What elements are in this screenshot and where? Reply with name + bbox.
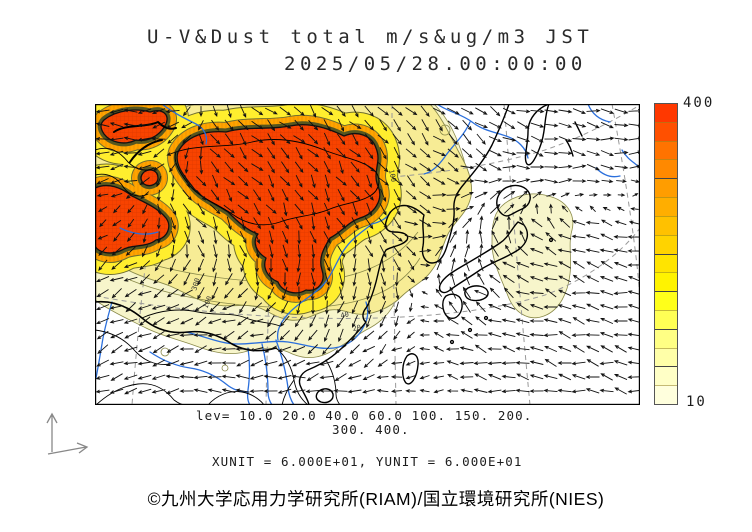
colorbar-segment xyxy=(655,328,677,348)
colorbar-segment xyxy=(655,197,677,216)
taiwan xyxy=(402,353,419,385)
kuril-islands xyxy=(565,121,583,157)
dust-core-contours xyxy=(95,104,402,315)
mainland-coast xyxy=(298,104,510,405)
map-frame xyxy=(95,104,640,405)
dust-shade-japan-patch xyxy=(491,193,574,319)
colorbar-segment xyxy=(655,385,677,404)
wind-vector-field xyxy=(95,104,640,395)
contour-value-label: 40 xyxy=(340,310,350,320)
colorbar-segment xyxy=(655,309,677,329)
contour-levels-line1: lev= 10.0 20.0 40.0 60.0 100. 150. 200. xyxy=(196,408,533,423)
colorbar-segment xyxy=(655,104,677,122)
hainan xyxy=(315,388,334,404)
colorbar-segment xyxy=(655,347,677,367)
contour-value-label: 100 xyxy=(387,169,397,183)
colorbar-segment xyxy=(655,140,677,160)
coastlines xyxy=(298,104,583,405)
hokkaido xyxy=(496,184,531,217)
copyright-line: ©九州大学応用力学研究所(RIAM)/国立環境研究所(NIES) xyxy=(147,489,605,509)
honshu xyxy=(438,221,529,294)
colorbar-segment xyxy=(655,121,677,141)
kyushu xyxy=(442,293,463,319)
colorbar-segment xyxy=(655,234,677,254)
axes-indicator-icon xyxy=(46,412,89,455)
sakhalin xyxy=(524,104,550,166)
colorbar-segment xyxy=(655,178,677,198)
contour-value-label: 300 xyxy=(190,277,202,292)
colorbar-segment xyxy=(655,272,677,292)
vector-units: XUNIT = 6.000E+01, YUNIT = 6.000E+01 xyxy=(212,454,523,469)
colorbar-segment xyxy=(655,253,677,273)
plot-timestamp: 2025/05/28.00:00:00 xyxy=(284,53,587,75)
colorbar-min-label: 10 xyxy=(686,394,707,410)
dust-core-ring xyxy=(95,109,381,294)
colorbar xyxy=(654,103,678,405)
shikoku xyxy=(464,285,489,302)
contour-value-label: 20 xyxy=(352,324,362,333)
colorbar-segment xyxy=(655,159,677,179)
colorbar-max-label: 400 xyxy=(683,95,715,111)
colorbar-segment xyxy=(655,366,677,386)
plot-title: U-V&Dust total m/s&ug/m3 JST xyxy=(147,26,594,48)
colorbar-segment xyxy=(655,291,677,310)
colorbar-segment xyxy=(655,215,677,235)
contour-levels-line2: 300. 400. xyxy=(332,422,410,437)
